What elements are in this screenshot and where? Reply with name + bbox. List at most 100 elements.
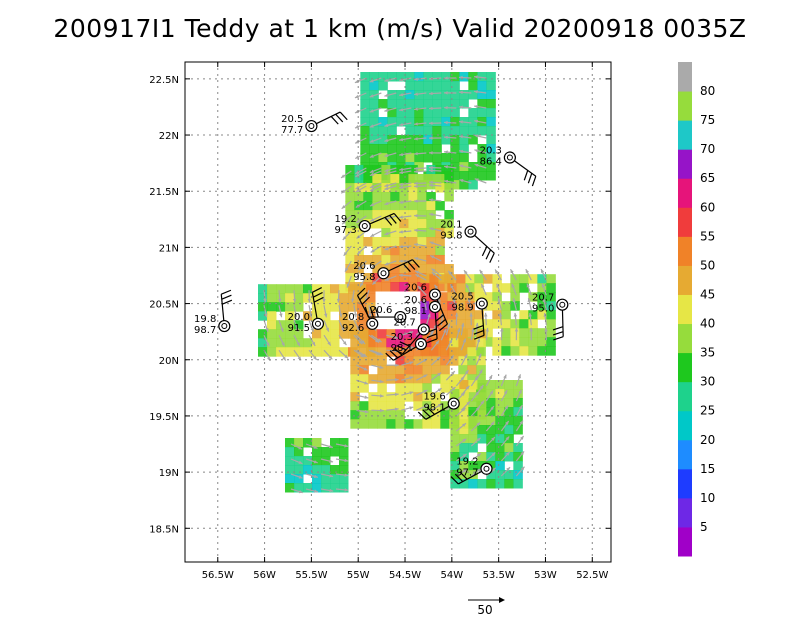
wind-vector-head <box>369 94 374 98</box>
wind-speed-cell <box>495 398 505 408</box>
wind-speed-cell <box>546 346 556 356</box>
wind-vector-head <box>511 283 515 288</box>
colorbar-label: 40 <box>700 317 715 331</box>
wind-speed-cell <box>431 419 441 429</box>
wind-speed-cell <box>413 365 423 375</box>
wind-vector-head <box>341 174 345 178</box>
wind-speed-cell <box>321 329 331 339</box>
wind-speed-cell <box>519 337 529 347</box>
wind-speed-cell <box>537 346 547 356</box>
dropsonde-marker <box>366 317 379 330</box>
wind-vector-head <box>459 149 464 154</box>
wind-speed-cell <box>345 165 355 175</box>
wind-speed-cell <box>492 337 502 347</box>
wind-speed-cell <box>354 228 364 238</box>
wind-vector-head <box>355 155 360 159</box>
wind-vector-head <box>474 90 478 94</box>
wind-speed-cell <box>431 410 441 420</box>
wind-speed-cell <box>312 329 322 339</box>
wind-speed-cell <box>432 117 442 127</box>
wind-speed-cell <box>267 284 277 294</box>
dropsonde-pressure-label: 98.7 <box>194 325 216 336</box>
wind-speed-cell <box>321 447 331 457</box>
wind-speed-cell <box>537 274 547 284</box>
wind-speed-cell <box>423 90 433 100</box>
wind-speed-cell <box>294 284 304 294</box>
wind-speed-cell <box>363 255 373 265</box>
wind-vector-head <box>414 137 418 141</box>
wind-speed-cell <box>408 246 418 256</box>
dropsonde: 20.7 <box>393 317 430 355</box>
wind-speed-cell <box>422 392 432 402</box>
wind-speed-cell <box>339 302 349 312</box>
wind-vector-head <box>265 327 269 332</box>
wind-speed-cell <box>468 126 478 136</box>
wind-speed-cell <box>477 153 487 163</box>
wind-vector-head <box>474 104 478 109</box>
wind-speed-cell <box>267 347 277 357</box>
wind-speed-cell <box>440 374 450 384</box>
dropsonde-marker-inner <box>420 326 427 333</box>
wind-speed-cell <box>354 210 364 220</box>
wind-vector-head <box>413 181 418 186</box>
wind-vector-head <box>409 361 414 365</box>
wind-speed-cell <box>267 329 277 339</box>
wind-speed-cell <box>477 389 487 399</box>
wind-speed-cell <box>513 425 523 435</box>
wind-speed-cell <box>408 228 418 238</box>
dropsonde-marker-inner <box>431 291 438 298</box>
wind-speed-cell <box>477 479 487 489</box>
wind-barb-flag <box>426 406 435 415</box>
wind-vectors <box>263 75 548 494</box>
wind-speed-cell <box>360 126 370 136</box>
wind-barb-flag <box>435 314 444 322</box>
wind-vector-head <box>415 274 420 278</box>
wind-speed-cell <box>345 264 355 274</box>
wind-speed-cell <box>435 174 445 184</box>
wind-speed-cell <box>459 180 469 190</box>
wind-speed-cell <box>405 81 415 91</box>
wind-speed-cell <box>372 210 382 220</box>
wind-speed-cell <box>537 337 547 347</box>
wind-speed-cell <box>368 356 378 366</box>
wind-speed-cell <box>492 310 502 320</box>
dropsonde-marker <box>447 397 460 410</box>
wind-speed-cell <box>258 347 268 357</box>
wind-vector-head <box>384 231 389 236</box>
wind-vector-head <box>490 421 495 426</box>
wind-speed-cell <box>390 255 400 265</box>
dropsonde-temp-label: 20.3 <box>391 332 413 343</box>
wind-speed-cell <box>404 347 414 357</box>
wind-speed-cell <box>312 447 322 457</box>
wind-speed-cell <box>330 302 340 312</box>
wind-speed-cell <box>459 461 469 471</box>
wind-speed-cell <box>477 425 487 435</box>
wind-speed-cell <box>395 410 405 420</box>
x-tick-label: 54.5W <box>389 570 421 581</box>
wind-vector-head <box>384 247 389 251</box>
wind-speed-cell <box>350 392 360 402</box>
wind-vector-head <box>307 298 312 303</box>
wind-vector-head <box>506 467 511 472</box>
dropsonde-temp-label: 20.8 <box>342 312 364 323</box>
wind-speed-cell <box>450 144 460 154</box>
wind-speed-cell <box>359 374 369 384</box>
wind-speed-cell <box>360 153 370 163</box>
wind-barb-flag <box>407 261 416 270</box>
wind-speed-cell <box>387 117 397 127</box>
wind-vector-head <box>395 378 399 382</box>
wind-vector-head <box>542 298 546 303</box>
wind-speed-cell <box>258 329 268 339</box>
wind-speed-cell <box>363 201 373 211</box>
colorbar-segment <box>678 294 692 325</box>
wind-speed-cell <box>369 99 379 109</box>
wind-speed-cell <box>357 302 367 312</box>
wind-vector-head <box>263 298 267 303</box>
wind-speed-cell <box>444 192 454 202</box>
wind-speed-cell <box>422 419 432 429</box>
wind-speed-cell <box>258 311 268 321</box>
wind-speed-cell <box>450 117 460 127</box>
wind-speed-cell <box>378 135 388 145</box>
wind-vector-head <box>459 134 463 139</box>
wind-speed-cell <box>459 407 469 417</box>
